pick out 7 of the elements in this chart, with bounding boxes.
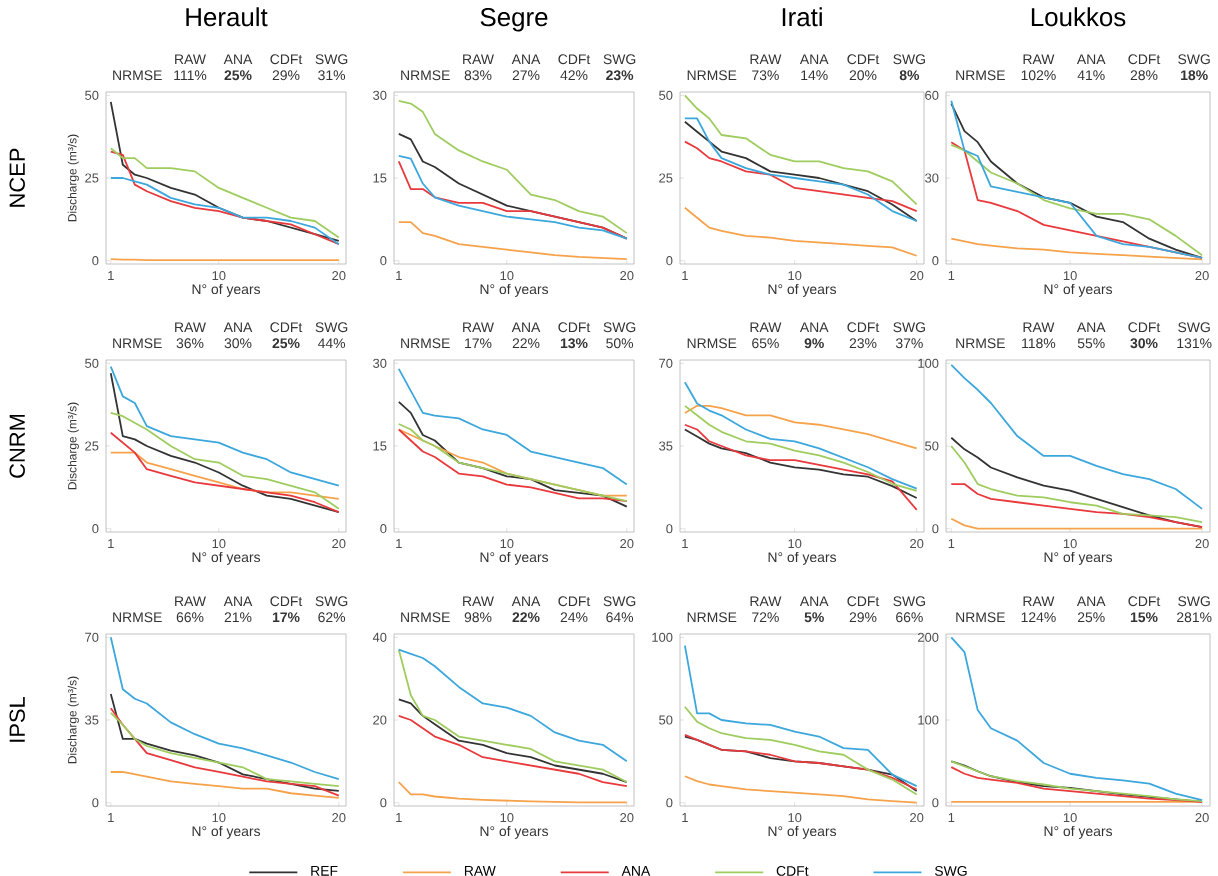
chart-title: Loukkos bbox=[1031, 7, 1126, 27]
chart-title: Segre bbox=[480, 7, 548, 32]
text: NCEP bbox=[9, 148, 25, 207]
chart-title: Herault bbox=[186, 7, 268, 27]
chart-title: Irati bbox=[782, 7, 822, 27]
text: IPSL bbox=[9, 696, 25, 742]
text: CNRM bbox=[9, 414, 25, 478]
